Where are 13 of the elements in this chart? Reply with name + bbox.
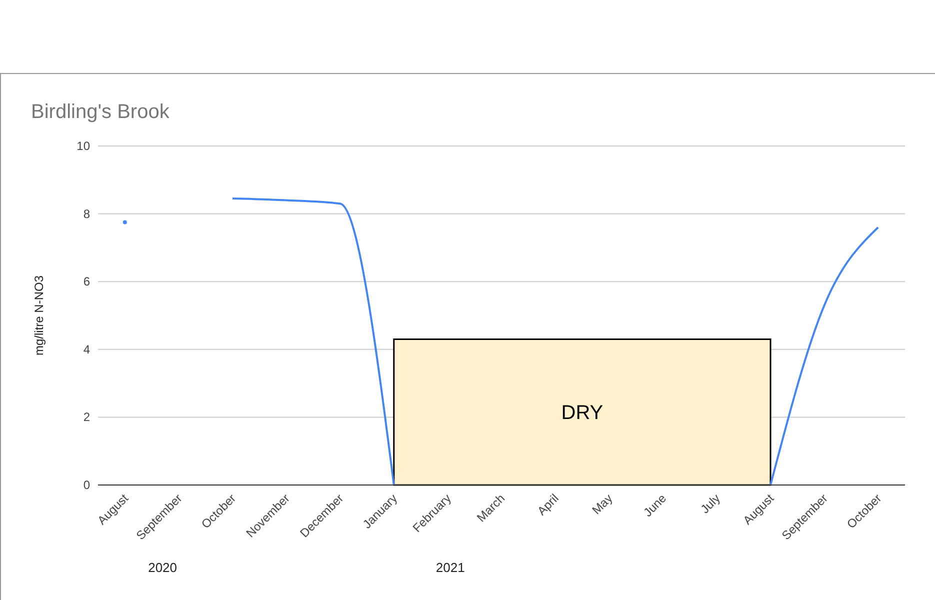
y-tick-label: 10 [76, 139, 90, 153]
x-tick-label: May [589, 491, 616, 518]
chart-title: Birdling's Brook [31, 101, 170, 123]
y-tick-label: 0 [83, 478, 90, 492]
y-tick-label: 8 [83, 206, 90, 221]
text: 2020 [148, 560, 178, 575]
y-tick-label: 2 [83, 410, 90, 424]
annotation: DRY [561, 402, 604, 424]
x-tick-label: July [698, 491, 723, 516]
y-tick-label: 4 [83, 342, 90, 356]
y-axis-title: mg/litre N-NO3 [32, 275, 46, 356]
text: 2021 [436, 560, 465, 575]
y-tick-label: 6 [83, 274, 90, 289]
